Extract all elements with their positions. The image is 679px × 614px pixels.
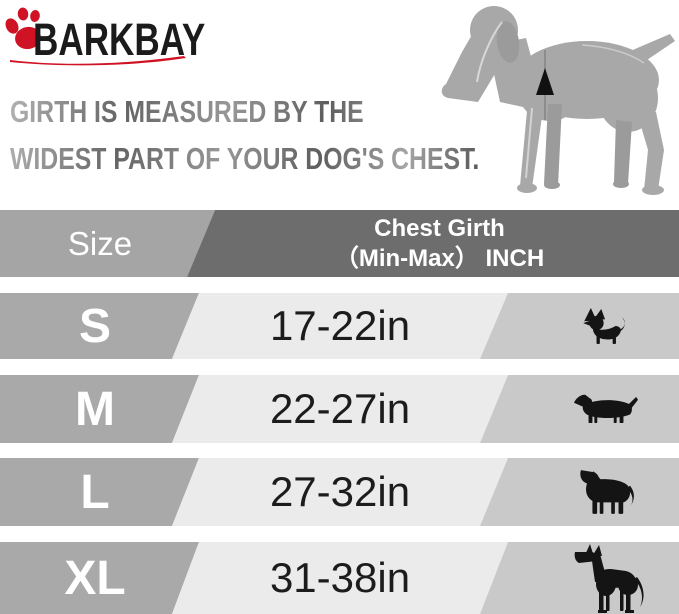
brand-logo-text: BARKBAY	[33, 14, 206, 65]
header-size-cell-bg	[0, 210, 215, 277]
rottweiler-icon	[579, 470, 634, 514]
value-cell-bg	[172, 293, 508, 359]
table-row: S 17-22in	[0, 293, 679, 359]
header-girth-cell-bg	[187, 210, 679, 277]
girth-instruction-text: GIRTH IS MEASURED BY THE WIDEST PART OF …	[10, 88, 479, 182]
size-label: L	[80, 465, 110, 519]
value-cell-bg	[172, 375, 508, 443]
girth-value: 22-27in	[269, 385, 411, 432]
value-cell-bg	[172, 542, 508, 614]
header-girth-line2: （Min-Max） INCH	[334, 244, 545, 272]
girth-value: 17-22in	[269, 302, 411, 349]
great-dane-icon	[574, 544, 644, 613]
size-cell-bg	[0, 458, 199, 526]
dachshund-icon	[573, 394, 638, 424]
icon-cell-bg	[480, 458, 679, 526]
logo-underline-swoosh	[10, 56, 186, 66]
icon-cell-bg	[480, 293, 679, 359]
chihuahua-icon	[582, 308, 625, 344]
tagline-line2: WIDEST PART OF YOUR DOG'S CHEST.	[10, 141, 480, 176]
header-girth-line1: Chest Girth	[374, 214, 505, 242]
dog-silhouette-illustration	[441, 6, 675, 195]
tagline-line1: GIRTH IS MEASURED BY THE	[10, 94, 364, 129]
value-cell-bg	[172, 458, 508, 526]
size-cell-bg	[0, 542, 199, 614]
icon-cell-bg	[480, 375, 679, 443]
girth-value: 31-38in	[269, 554, 411, 601]
paw-print-icon	[5, 7, 41, 50]
size-cell-bg	[0, 293, 199, 359]
size-label: S	[78, 299, 111, 353]
table-row: L 27-32in	[0, 458, 679, 526]
size-cell-bg	[0, 375, 199, 443]
girth-value: 27-32in	[269, 468, 411, 515]
header-size-label: Size	[67, 224, 133, 262]
size-label: M	[75, 382, 115, 436]
girth-arrow-marker	[536, 68, 554, 95]
table-header-row: Size Chest Girth （Min-Max） INCH	[0, 210, 679, 277]
table-row: M 22-27in	[0, 375, 679, 443]
table-row: XL 31-38in	[0, 542, 679, 614]
header-girth-label: Chest Girth （Min-Max） INCH	[200, 210, 679, 277]
size-label: XL	[64, 551, 126, 605]
